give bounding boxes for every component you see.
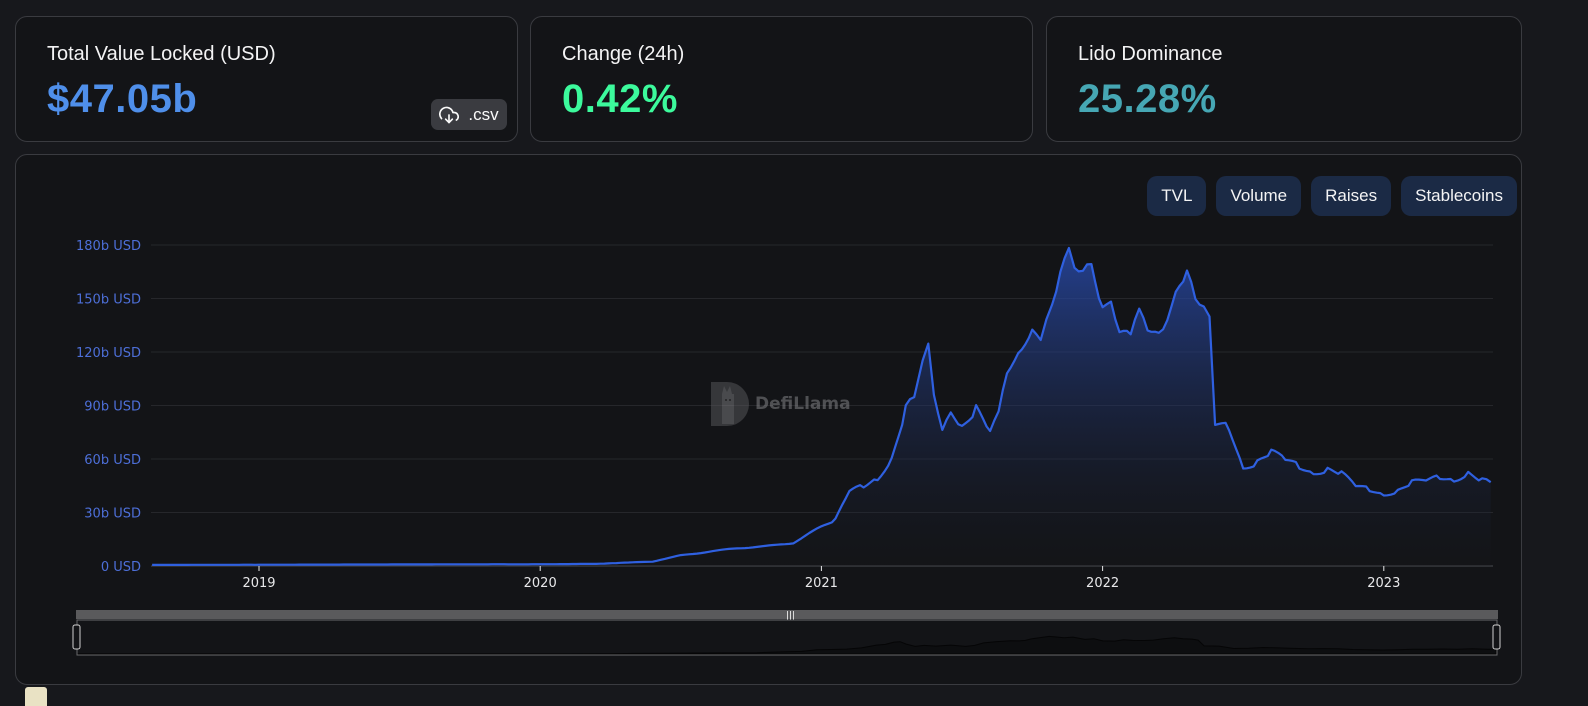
x-axis: 2019 2020 2021 2022 2023 [242, 566, 1400, 591]
y-tick-label: 180b USD [76, 239, 141, 254]
toggle-volume[interactable]: Volume [1216, 176, 1302, 216]
toggle-stablecoins[interactable]: Stablecoins [1401, 176, 1517, 216]
y-tick-label: 150b USD [76, 293, 141, 308]
tvl-area [152, 248, 1491, 566]
x-tick-label: 2021 [805, 576, 838, 591]
y-tick-label: 60b USD [84, 453, 141, 468]
dominance-card: Lido Dominance 25.28% [1046, 16, 1522, 142]
toggle-raises[interactable]: Raises [1311, 176, 1392, 216]
slider-grip-icon[interactable]: ||| [786, 611, 795, 621]
slider-left-handle[interactable] [72, 624, 81, 650]
x-tick-label: 2019 [242, 576, 275, 591]
partial-avatar [25, 687, 47, 706]
chart-card: TVL Volume Raises Stablecoins 0 USD 30b U… [15, 154, 1522, 685]
slider-top-bar[interactable] [76, 610, 1498, 619]
y-tick-label: 0 USD [101, 560, 141, 575]
download-csv-button[interactable]: .csv [431, 99, 507, 130]
y-tick-label: 30b USD [84, 507, 141, 522]
tvl-label: Total Value Locked (USD) [47, 43, 276, 65]
tvl-value: $47.05b [47, 77, 198, 121]
dominance-value: 25.28% [1078, 77, 1217, 121]
defillama-watermark: DefiLlama [709, 380, 851, 428]
change-label: Change (24h) [562, 43, 685, 65]
slider-mini-chart [77, 635, 1497, 655]
y-tick-label: 90b USD [84, 400, 141, 415]
watermark-text: DefiLlama [755, 394, 851, 414]
y-axis: 0 USD 30b USD 60b USD 90b USD 120b USD 150b U… [76, 239, 141, 575]
change-card: Change (24h) 0.42% [530, 16, 1033, 142]
csv-label: .csv [468, 104, 499, 124]
x-tick-label: 2020 [524, 576, 557, 591]
toggle-tvl[interactable]: TVL [1147, 176, 1207, 216]
llama-logo-icon [711, 382, 749, 426]
chart-type-toggles: TVL Volume Raises Stablecoins [1147, 176, 1517, 216]
cloud-download-icon [439, 106, 460, 123]
x-tick-label: 2022 [1086, 576, 1119, 591]
change-value: 0.42% [562, 77, 678, 121]
x-tick-label: 2023 [1367, 576, 1400, 591]
range-slider[interactable]: ||| [72, 610, 1501, 656]
dominance-label: Lido Dominance [1078, 43, 1223, 65]
tvl-chart[interactable]: 0 USD 30b USD 60b USD 90b USD 120b USD 150b U… [16, 155, 1523, 686]
tvl-card: Total Value Locked (USD) $47.05b .csv [15, 16, 518, 142]
tvl-line [152, 246, 1492, 566]
y-tick-label: 120b USD [76, 346, 141, 361]
slider-right-handle[interactable] [1492, 624, 1501, 650]
